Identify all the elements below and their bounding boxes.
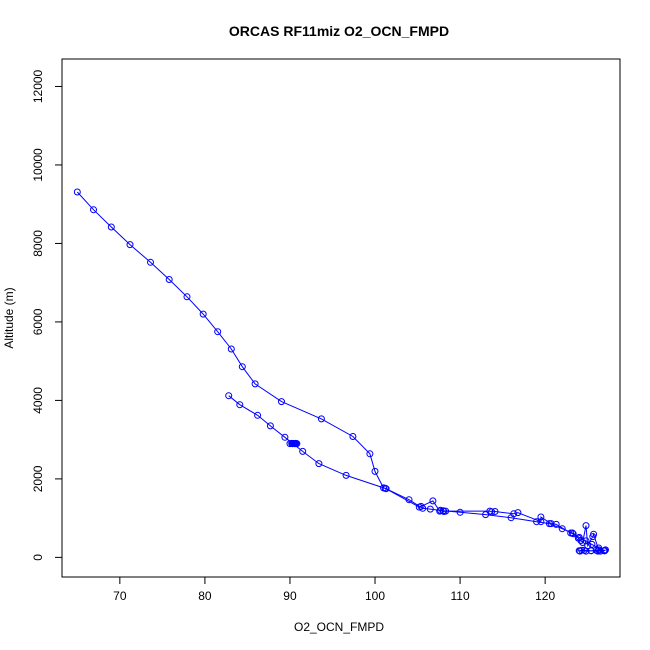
data-point <box>199 310 207 318</box>
data-point <box>576 547 584 555</box>
y-tick-label: 0 <box>31 554 45 561</box>
data-point <box>251 380 259 388</box>
data-point <box>568 529 576 537</box>
y-tick-label: 2000 <box>31 465 45 492</box>
data-point <box>349 433 357 440</box>
data-point <box>342 471 350 479</box>
data-point <box>366 450 374 458</box>
data-point <box>214 328 222 336</box>
data-point <box>590 530 598 538</box>
y-tick-label: 8000 <box>31 230 45 257</box>
data-point <box>533 518 541 526</box>
series-layer <box>73 188 609 555</box>
chart-title: ORCAS RF11miz O2_OCN_FMPD <box>229 23 449 39</box>
plot-frame <box>61 58 621 578</box>
data-point <box>147 258 154 266</box>
data-point <box>183 293 191 301</box>
x-tick-label: 80 <box>198 589 212 603</box>
data-point <box>419 504 427 512</box>
data-point <box>552 520 560 528</box>
y-tick-label: 6000 <box>31 308 45 335</box>
x-tick-label: 70 <box>113 589 127 603</box>
y-tick-label: 10000 <box>31 148 45 182</box>
data-point <box>507 514 515 522</box>
y-axis-label: Altitude (m) <box>2 287 16 348</box>
data-point <box>266 422 274 430</box>
data-point <box>405 496 413 504</box>
data-point <box>582 537 590 545</box>
data-point <box>317 415 325 423</box>
data-point <box>595 544 603 552</box>
data-point <box>588 540 596 548</box>
x-tick-label: 90 <box>283 589 297 603</box>
series-2 <box>225 392 609 555</box>
data-point <box>254 411 262 419</box>
data-point <box>165 276 173 283</box>
data-point <box>299 447 307 455</box>
series-3 <box>286 439 301 448</box>
data-point <box>371 467 379 475</box>
y-tick-label: 12000 <box>31 69 45 103</box>
series-1 <box>73 188 609 555</box>
x-tick-label: 100 <box>365 589 385 603</box>
data-point <box>417 502 425 510</box>
data-point <box>575 533 583 541</box>
data-point <box>558 525 566 533</box>
series-line <box>76 191 606 552</box>
data-point <box>281 433 289 441</box>
x-axis: 70 80 90 100 110 120 <box>113 576 555 603</box>
data-point <box>126 241 134 249</box>
y-tick-label: 4000 <box>31 387 45 414</box>
data-point <box>293 440 301 448</box>
data-point <box>545 520 553 528</box>
data-point <box>456 508 464 516</box>
data-point <box>227 345 235 353</box>
data-point <box>107 223 115 231</box>
data-point <box>429 497 437 505</box>
data-point <box>514 509 522 517</box>
data-point <box>601 547 609 555</box>
x-tick-label: 110 <box>451 589 470 603</box>
data-point <box>225 392 233 400</box>
x-axis-label: O2_OCN_FMPD <box>294 620 384 634</box>
data-point <box>73 188 81 196</box>
data-point <box>537 513 545 521</box>
data-point <box>238 363 246 371</box>
series-line <box>228 395 605 552</box>
data-point <box>315 460 323 468</box>
data-point <box>90 206 97 214</box>
data-point <box>278 398 285 406</box>
data-point <box>439 507 447 515</box>
data-point <box>569 530 577 538</box>
data-point <box>482 511 490 519</box>
data-point <box>582 522 590 530</box>
data-point <box>236 401 244 409</box>
x-tick-label: 120 <box>535 589 555 603</box>
data-point <box>382 485 390 493</box>
y-axis: 0 2000 4000 6000 8000 10000 12000 <box>31 69 63 561</box>
data-point <box>426 505 434 513</box>
data-point <box>580 546 588 554</box>
data-point <box>491 508 499 515</box>
